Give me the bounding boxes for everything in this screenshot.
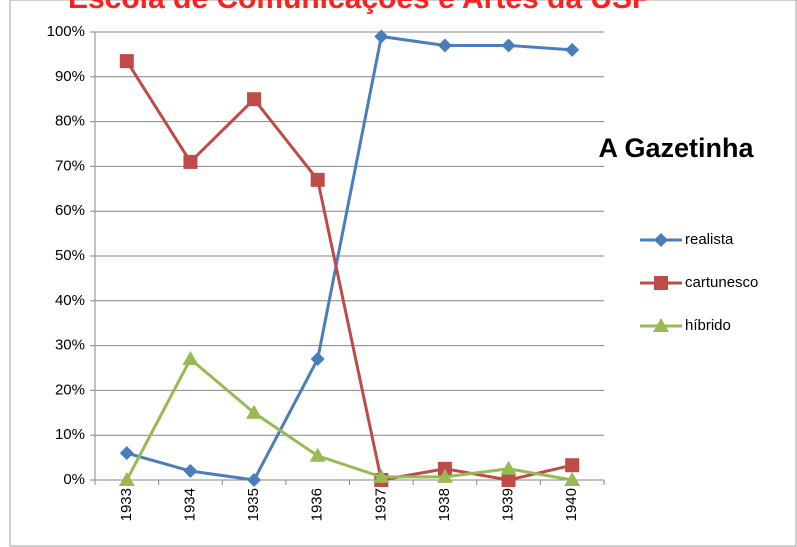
data-point	[437, 461, 452, 476]
y-tick-label: 0%	[63, 471, 85, 488]
data-point	[565, 42, 580, 57]
y-tick-label: 80%	[55, 113, 85, 130]
x-tick-label: 1940	[563, 488, 580, 521]
data-point	[374, 29, 389, 44]
x-tick-label: 1933	[118, 488, 135, 521]
x-tick-label: 1936	[309, 488, 326, 521]
y-tick-label: 10%	[55, 426, 85, 443]
data-point	[182, 351, 199, 366]
chart-frame	[9, 0, 797, 547]
data-point	[310, 172, 325, 187]
data-point	[373, 468, 390, 483]
x-tick-label: 1939	[500, 488, 517, 521]
data-point	[119, 54, 134, 69]
data-point	[183, 154, 198, 169]
data-point	[183, 464, 198, 479]
data-point	[118, 472, 135, 486]
y-tick-label: 30%	[55, 337, 85, 354]
legend-marker	[654, 276, 668, 290]
y-tick-label: 100%	[47, 23, 85, 40]
x-tick-label: 1934	[181, 488, 198, 521]
y-tick-label: 70%	[55, 157, 85, 174]
data-point	[247, 473, 262, 487]
x-tick-label: 1938	[436, 488, 453, 521]
data-point	[501, 38, 516, 53]
y-tick-label: 50%	[55, 247, 85, 264]
data-point	[246, 404, 263, 419]
series-line	[125, 60, 573, 482]
series-line	[126, 34, 573, 482]
data-point	[564, 472, 581, 486]
x-tick-label: 1937	[372, 488, 389, 521]
data-point	[309, 447, 326, 462]
y-tick-label: 20%	[55, 381, 85, 398]
legend-label: cartunesco	[685, 274, 758, 291]
y-tick-label: 60%	[55, 202, 85, 219]
data-point	[310, 352, 325, 367]
y-tick-label: 90%	[55, 68, 85, 85]
series-line	[125, 356, 573, 482]
y-tick-label: 40%	[55, 292, 85, 309]
data-point	[437, 38, 452, 53]
x-tick-label: 1935	[245, 488, 262, 521]
data-point	[501, 473, 516, 487]
annotation: A Gazetinha	[598, 133, 754, 163]
data-point	[565, 458, 580, 473]
legend-marker	[654, 233, 668, 247]
legend-label: híbrido	[685, 317, 731, 334]
legend-label: realista	[685, 231, 734, 248]
data-point	[119, 446, 134, 461]
data-point	[247, 92, 262, 107]
chart-title: Escola de Comunicações e Artes da USP	[68, 0, 652, 15]
data-point	[500, 460, 517, 475]
legend-marker	[653, 318, 669, 332]
data-point	[436, 468, 453, 483]
